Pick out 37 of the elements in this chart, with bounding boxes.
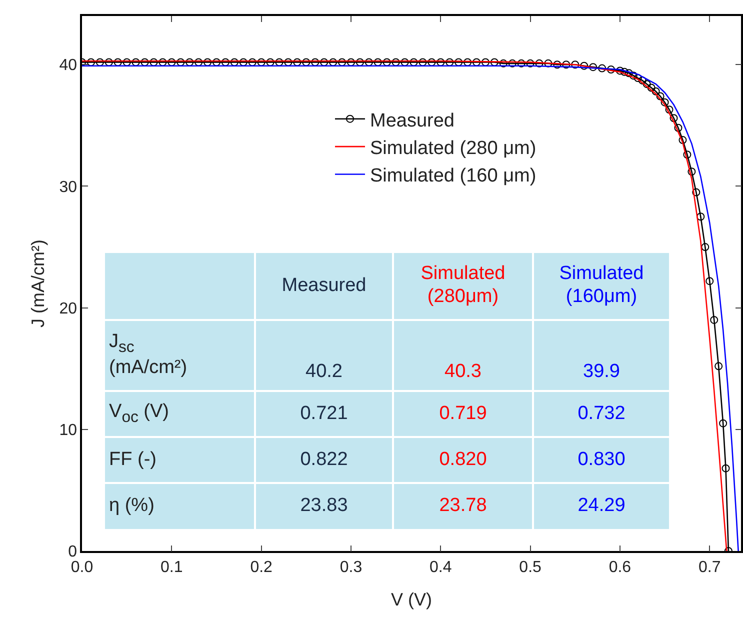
annotation: 0.830 [578,448,626,472]
y-tick-label: 30 [59,178,78,196]
annotation: 39.9 [583,361,620,384]
annotation: 0.721 [300,402,348,426]
annotation: Simulated (280μm) [420,263,506,309]
y-tick-label: 20 [59,300,78,318]
annotation: V$_{oc}$ (V) [109,400,170,428]
annotation: η (%) [109,495,154,518]
x-tick-label: 0.2 [250,558,273,576]
annotation: 0.820 [439,448,487,472]
x-tick-label: 0.6 [608,558,632,576]
annotation: Measured [282,274,366,298]
annotation: 40.3 [444,361,482,384]
annotation: 0.732 [578,402,626,426]
x-tick-label: 0.5 [519,558,542,576]
x-tick-label: 0.4 [430,558,452,576]
y-tick-label: 0 [68,544,78,561]
legend-label: Simulated (160 μm) [370,166,536,187]
annotation: Simulated (160μm) [559,263,644,309]
annotation: 23.83 [300,495,348,518]
x-axis-title: V (V) [390,590,432,610]
annotation: 24.29 [578,495,626,518]
legend-label: Measured [370,110,454,132]
annotation: FF (-) [109,448,156,472]
y-tick-label: 40 [59,57,78,74]
x-tick-label: 0.7 [698,558,721,576]
x-tick-label: 0.1 [160,558,183,576]
annotation: J$_{sc}$ (mA/cm²) [109,330,188,380]
legend-label: Simulated (280 μm) [370,138,536,159]
x-tick-label: 0.0 [70,558,94,576]
x-tick-label: 0.3 [340,558,362,576]
annotation: 0.822 [300,448,348,472]
annotation: 23.78 [439,495,487,518]
y-tick-label: 10 [59,422,78,440]
annotation: 40.2 [306,361,342,384]
annotation: 0.719 [439,402,487,426]
y-axis-title: J (mA/cm²) [28,240,48,328]
